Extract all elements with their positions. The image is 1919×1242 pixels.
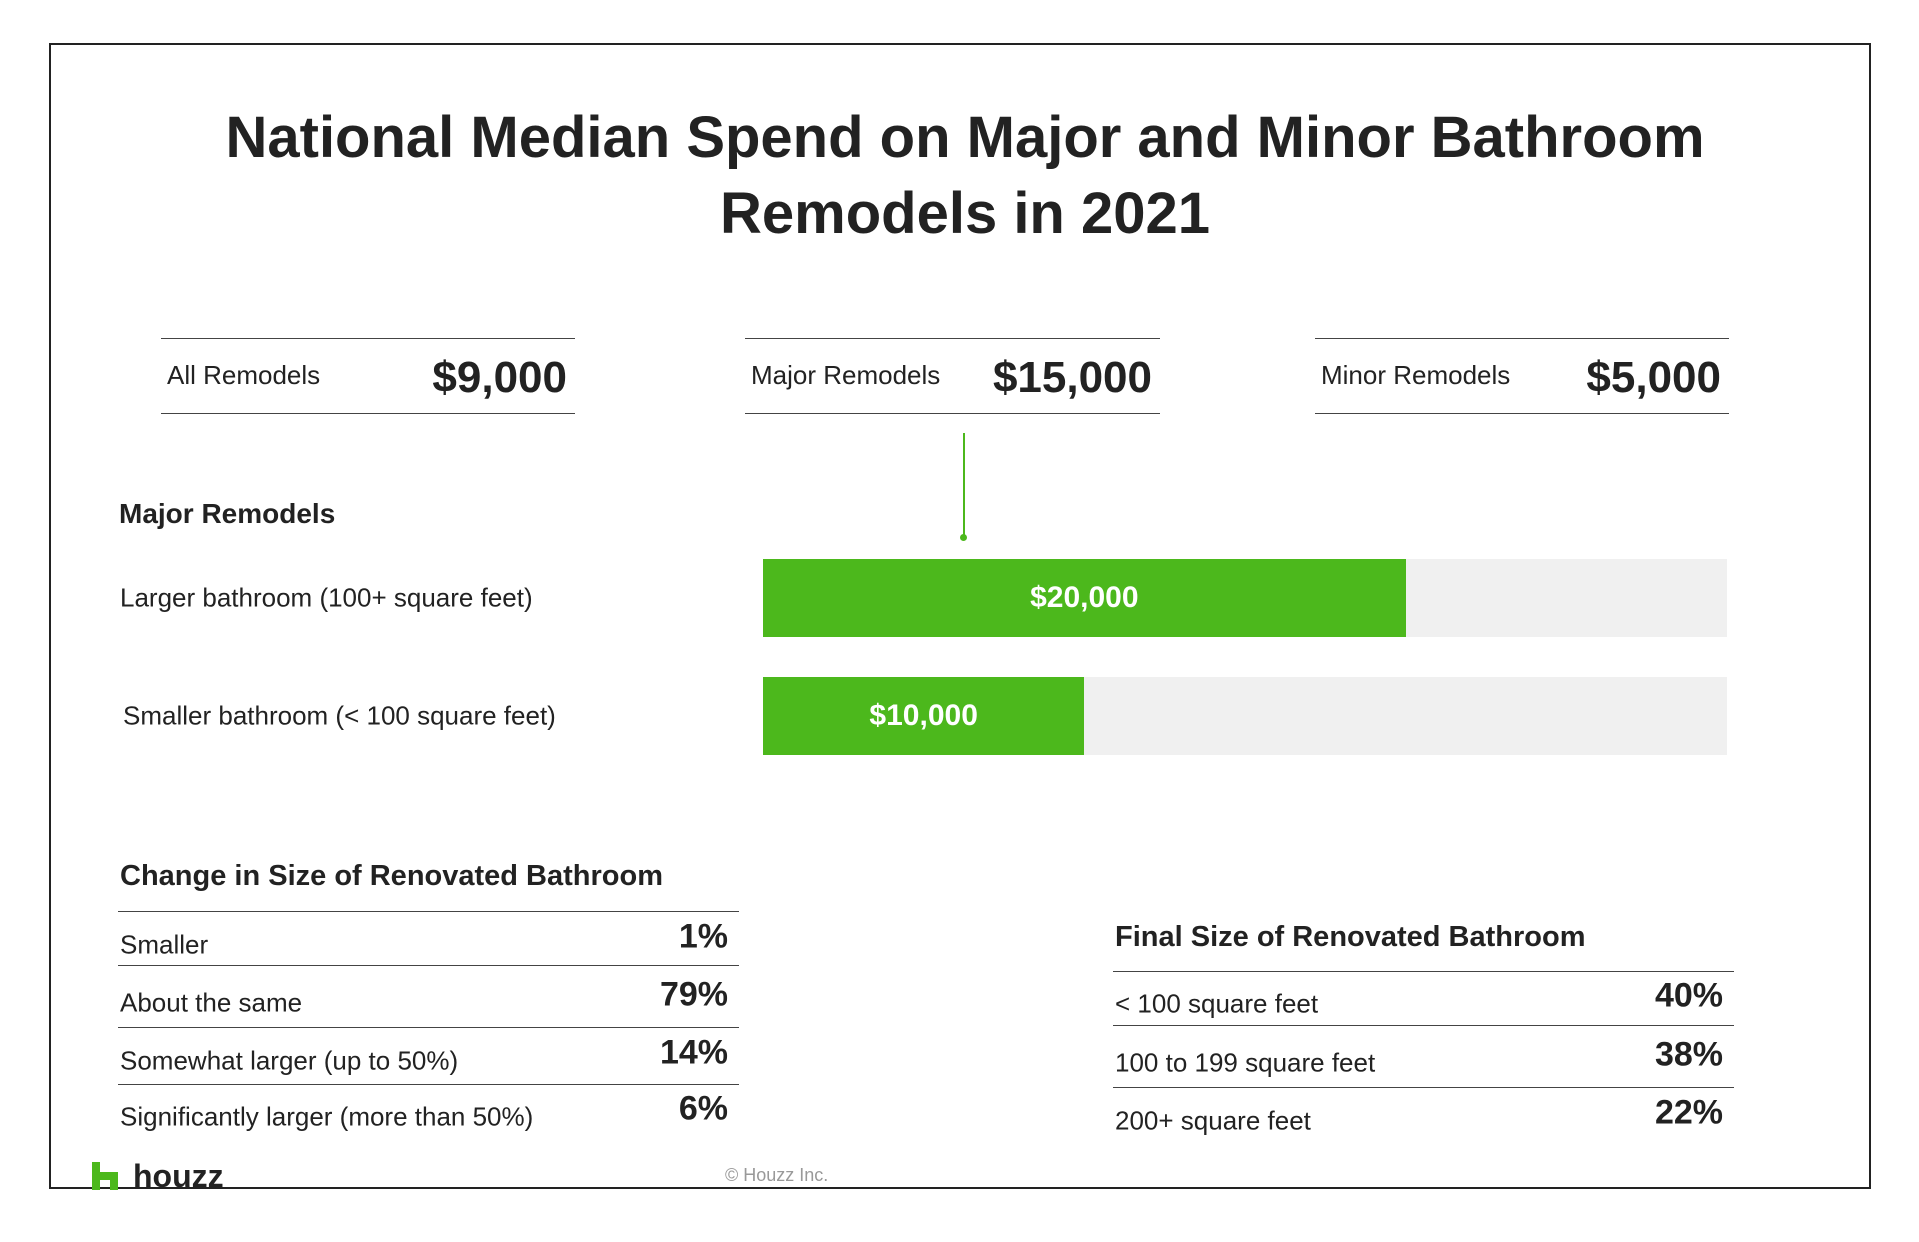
divider — [118, 1027, 739, 1028]
divider — [161, 413, 575, 414]
category-label: Smaller bathroom (< 100 square feet) — [123, 700, 556, 731]
row-label: Significantly larger (more than 50%) — [120, 1101, 534, 1132]
summary-value: $5,000 — [1586, 353, 1721, 402]
summary-value: $15,000 — [992, 353, 1152, 402]
table-title: Final Size of Renovated Bathroom — [1115, 921, 1586, 953]
divider — [1315, 338, 1729, 339]
divider — [1113, 1025, 1734, 1026]
row-value: 14% — [659, 1033, 728, 1072]
row-value: 6% — [678, 1089, 728, 1128]
divider — [1315, 413, 1729, 414]
divider — [118, 965, 739, 966]
chart-title: Major Remodels — [119, 498, 336, 529]
divider — [745, 338, 1160, 339]
value-label: $10,000 — [869, 699, 978, 732]
row-label: Somewhat larger (up to 50%) — [120, 1045, 459, 1076]
row-label: 200+ square feet — [1115, 1105, 1311, 1136]
row-value: 40% — [1654, 976, 1723, 1015]
copyright: © Houzz Inc. — [725, 1165, 829, 1185]
summary-label: Major Remodels — [751, 360, 941, 390]
value-label: $20,000 — [1030, 581, 1139, 614]
divider — [118, 911, 739, 912]
connector — [963, 433, 965, 538]
row-value: 38% — [1654, 1035, 1723, 1074]
title: National Median Spend on Major and Minor… — [225, 105, 1705, 246]
row-value: 79% — [659, 975, 728, 1014]
row-label: Smaller — [120, 929, 209, 960]
frame — [49, 43, 1871, 1189]
summary-value: $9,000 — [432, 353, 567, 402]
brand: houzz — [133, 1158, 224, 1194]
divider — [161, 338, 575, 339]
row-label: About the same — [120, 987, 303, 1018]
row-label: < 100 square feet — [1115, 988, 1319, 1019]
divider — [1113, 971, 1734, 972]
row-label: 100 to 199 square feet — [1115, 1047, 1376, 1078]
divider — [745, 413, 1160, 414]
bar — [763, 677, 1085, 755]
row-value: 22% — [1654, 1093, 1723, 1132]
row-value: 1% — [678, 917, 728, 956]
summary-label: Minor Remodels — [1321, 360, 1511, 390]
table-title: Change in Size of Renovated Bathroom — [120, 860, 663, 892]
connector-dot — [960, 534, 967, 541]
divider — [118, 1084, 739, 1085]
bar — [763, 559, 1406, 637]
divider — [1113, 1087, 1734, 1088]
category-label: Larger bathroom (100+ square feet) — [120, 582, 533, 613]
summary-label: All Remodels — [167, 360, 321, 390]
logo-icon — [92, 1162, 118, 1190]
